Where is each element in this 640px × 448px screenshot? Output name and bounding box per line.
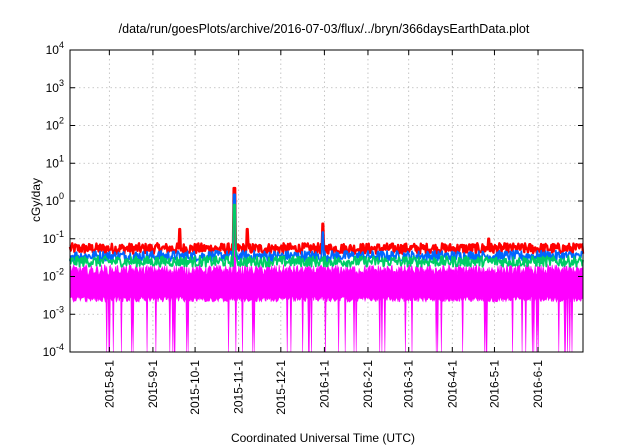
ticks: 10-4 10-3 10-2 10-1 100 101 102 103 104 2015-8-1 2… (43, 40, 583, 415)
x-tick-label: 2016-3-1 (402, 360, 416, 408)
x-tick-label: 2015-10-1 (188, 360, 202, 415)
series-line (69, 203, 584, 268)
x-tick-label: 2015-12-1 (274, 360, 288, 415)
plot-area (68, 186, 585, 353)
y-tick-label: 10-2 (43, 267, 64, 284)
x-tick-label: 2016-6-1 (531, 360, 545, 408)
x-tick-label: 2016-4-1 (445, 360, 459, 408)
x-tick-label: 2016-1-1 (317, 360, 331, 408)
y-tick-label: 10-3 (43, 304, 64, 321)
chart-title: /data/run/goesPlots/archive/2016-07-03/f… (119, 22, 530, 36)
y-tick-label: 100 (46, 191, 64, 208)
x-axis-label: Coordinated Universal Time (UTC) (231, 431, 415, 445)
y-tick-label: 10-1 (43, 229, 64, 246)
x-tick-label: 2015-11-1 (232, 360, 246, 414)
y-tick-label: 102 (46, 116, 64, 133)
y-axis-label: cGy/day (29, 178, 43, 222)
x-tick-label: 2016-2-1 (361, 360, 375, 408)
y-tick-label: 104 (46, 40, 64, 57)
y-tick-label: 10-4 (43, 342, 64, 359)
x-tick-label: 2015-8-1 (102, 360, 116, 408)
x-tick-label: 2015-9-1 (146, 360, 160, 408)
y-tick-label: 103 (46, 78, 64, 95)
series-line (68, 186, 585, 255)
y-tick-label: 101 (46, 153, 64, 170)
x-tick-label: 2016-5-1 (487, 360, 501, 408)
